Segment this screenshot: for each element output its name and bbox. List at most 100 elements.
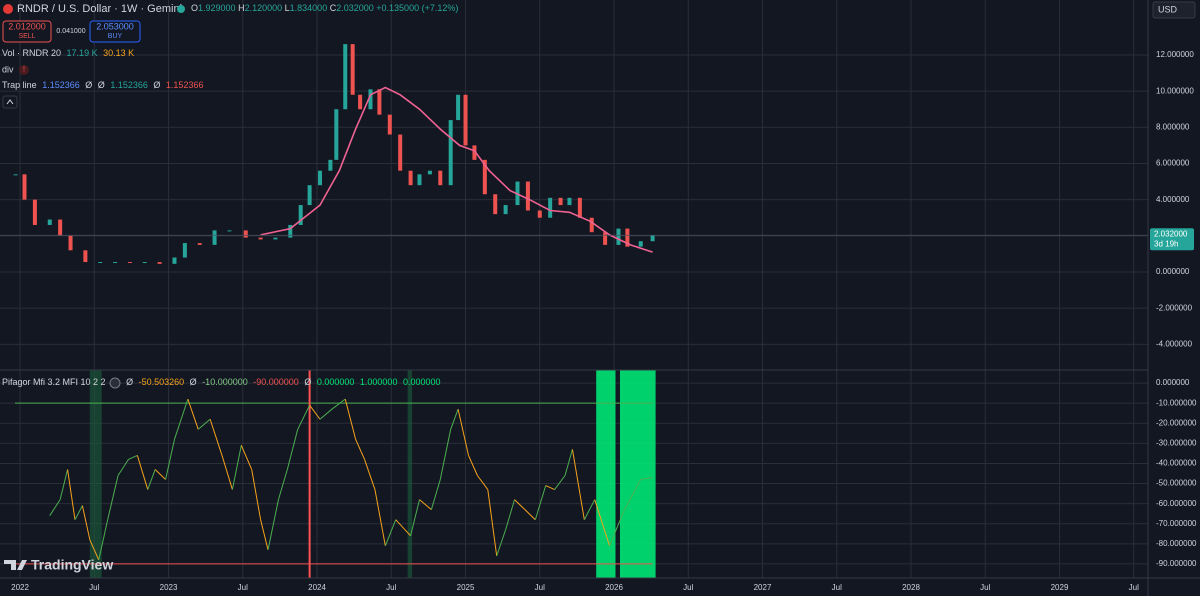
mfi-segment <box>524 509 536 521</box>
mfi-segment <box>364 459 376 490</box>
logo-icon <box>4 560 27 570</box>
y-tick-label: -70.000000 <box>1156 519 1197 528</box>
currency: USD <box>1158 4 1178 14</box>
candle <box>625 228 630 247</box>
mfi-segment <box>260 519 269 550</box>
mfi-segment <box>59 469 69 500</box>
mfi-segment <box>430 479 441 510</box>
mfi-segment <box>240 445 253 470</box>
candle <box>358 94 363 110</box>
countdown: 3d 19h <box>1154 239 1178 248</box>
candle <box>298 205 303 225</box>
currency-button[interactable] <box>1152 1 1196 19</box>
candle <box>525 181 530 211</box>
mfi-segment <box>450 409 459 430</box>
moving-average <box>260 86 653 253</box>
y-tick-label: -4.000000 <box>1156 339 1193 348</box>
candle <box>157 262 162 264</box>
y-tick-label: -80.000000 <box>1156 539 1197 548</box>
div-icon: ! <box>23 65 25 74</box>
y-tick-label: -90.000000 <box>1156 559 1197 568</box>
candle <box>387 114 392 135</box>
candle <box>127 262 132 264</box>
candle <box>212 230 217 245</box>
x-tick-label: Jul <box>1129 583 1139 592</box>
y-tick-label: -2.000000 <box>1156 303 1193 312</box>
candle <box>417 174 422 186</box>
y-tick-label: -50.000000 <box>1156 479 1197 488</box>
candle <box>307 185 312 206</box>
mfi-segment <box>286 429 299 470</box>
ohlc-label: C <box>330 3 337 13</box>
buy-button[interactable] <box>89 20 141 43</box>
sell-button[interactable] <box>2 20 52 43</box>
vol-name: Vol · RNDR 20 <box>2 48 61 58</box>
candle <box>22 174 27 200</box>
mfi-value: Ø <box>190 377 197 387</box>
mfi-segment <box>545 485 555 491</box>
mfi-segment <box>477 475 489 490</box>
symbol[interactable]: RNDR / U.S. Dollar · 1W · Gemini <box>17 3 182 15</box>
logo: TradingView <box>31 557 113 573</box>
y-tick-label: 0.000000 <box>1156 267 1190 276</box>
candle <box>142 262 147 264</box>
buy-price: 2.053000 <box>96 21 134 31</box>
candle <box>589 217 594 233</box>
mfi-segment <box>231 445 242 490</box>
candle <box>227 230 232 232</box>
status-dot <box>177 5 185 13</box>
mfi-segment <box>136 455 149 490</box>
mfi-segment <box>81 505 91 540</box>
mfi-segment <box>457 409 469 456</box>
candle <box>113 262 118 264</box>
mfi-segment <box>117 459 129 476</box>
mfi-segment <box>468 455 478 476</box>
candle <box>288 224 293 238</box>
mfi-value: 1.000000 <box>360 377 398 387</box>
mfi-segment <box>640 477 653 481</box>
mfi-value: -90.000000 <box>253 377 299 387</box>
y-tick-label: 10.000000 <box>1156 86 1194 95</box>
signal-zone <box>619 370 656 578</box>
signal-zone <box>596 370 616 578</box>
candle <box>503 205 508 215</box>
candle <box>197 243 202 245</box>
mfi-value: -10.000000 <box>202 377 248 387</box>
mfi-segment <box>419 499 432 511</box>
x-tick-label: Jul <box>683 583 693 592</box>
candle <box>13 174 18 176</box>
collapse-button[interactable] <box>2 95 18 109</box>
candle <box>377 89 382 115</box>
x-tick-label: 2024 <box>308 583 326 592</box>
ohlc-label: O <box>191 3 198 13</box>
ohlc-value: 1.929000 <box>198 3 236 13</box>
last-price-box <box>1150 228 1194 251</box>
mfi-segment <box>534 485 547 520</box>
y-tick-label: -10.000000 <box>1156 398 1197 407</box>
buy-label: BUY <box>108 33 123 40</box>
ohlc: O1.929000 H2.120000 L1.834000 C2.032000 … <box>191 3 458 13</box>
candle <box>427 170 432 175</box>
mfi-segment <box>571 449 585 520</box>
mfi-value: -50.503260 <box>139 377 185 387</box>
candle <box>537 210 542 218</box>
x-tick-label: 2022 <box>11 583 29 592</box>
y-tick-label: 12.000000 <box>1156 50 1194 59</box>
mfi-name: Pifagor Mfi 3.2 MFI 10 2 2 <box>2 377 106 387</box>
mfi-value: Ø <box>126 377 133 387</box>
sell-price: 2.012000 <box>8 21 46 31</box>
mfi-segment <box>297 404 311 430</box>
candle <box>68 235 73 251</box>
candle <box>448 120 453 186</box>
mfi-segment <box>439 429 452 480</box>
mfi-segment <box>623 479 642 510</box>
spread: 0.041000 <box>56 28 85 35</box>
mfi-segment <box>344 399 357 440</box>
candle <box>482 159 487 195</box>
mfi-segment <box>319 408 333 420</box>
candle <box>567 197 572 206</box>
ohlc-label: L <box>285 3 290 13</box>
mfi-segment <box>209 419 223 456</box>
mfi-segment <box>384 519 397 547</box>
settings-icon[interactable] <box>109 377 121 389</box>
